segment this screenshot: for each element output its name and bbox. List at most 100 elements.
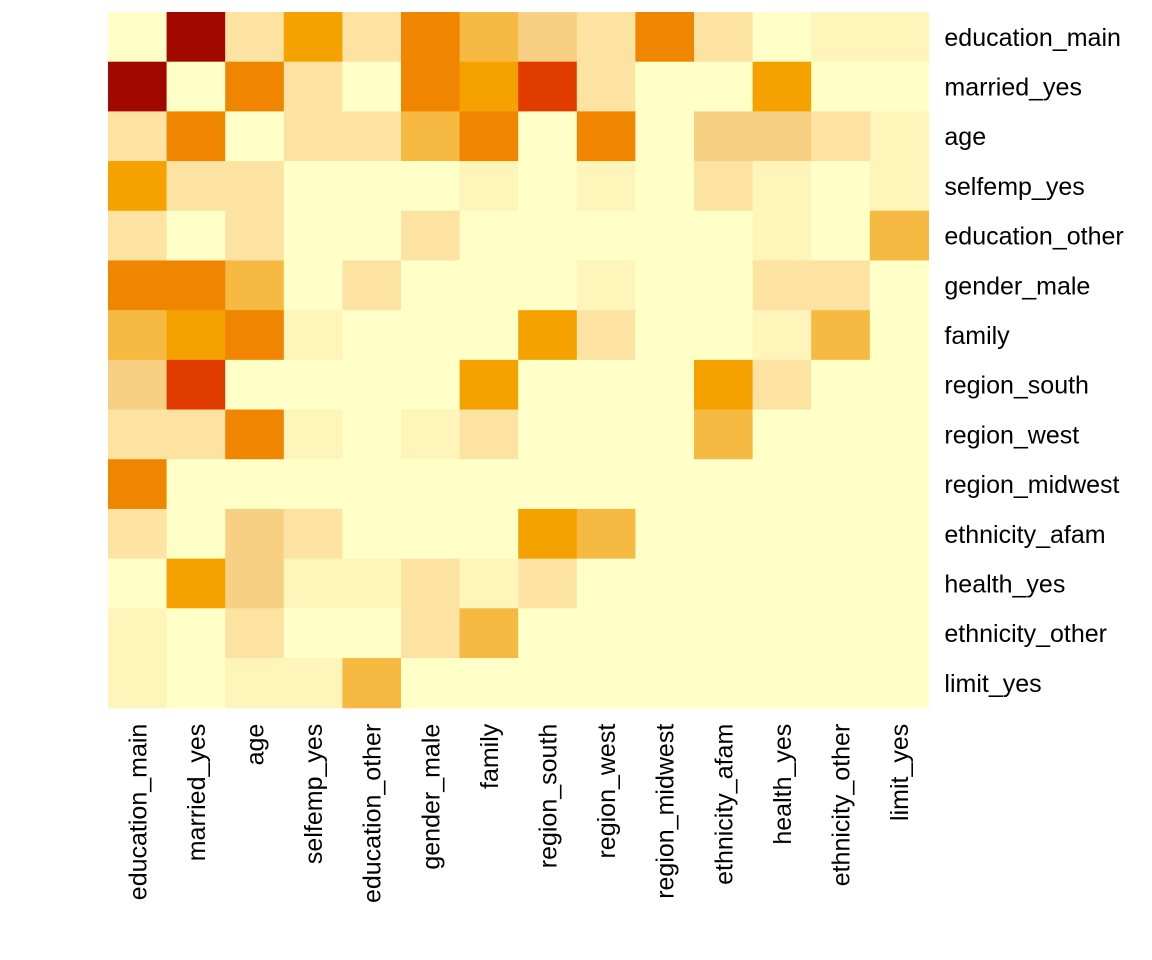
heatmap-cell — [752, 61, 812, 112]
heatmap-cell — [108, 12, 168, 63]
heatmap-cell — [635, 161, 695, 212]
heatmap-cell — [225, 508, 285, 560]
heatmap-cell — [869, 161, 929, 212]
row-label: limit_yes — [944, 670, 1041, 698]
heatmap-cell — [811, 658, 871, 709]
heatmap-cell — [635, 409, 695, 460]
heatmap-cell — [752, 161, 812, 212]
heatmap-cell — [225, 260, 285, 311]
heatmap-cell — [283, 210, 343, 262]
heatmap-cell — [342, 161, 402, 212]
heatmap-cell — [225, 310, 285, 361]
heatmap-cell — [342, 459, 402, 510]
heatmap-cell — [459, 459, 519, 510]
heatmap-cell — [635, 459, 695, 510]
heatmap-cell — [166, 558, 226, 609]
heatmap-cell — [342, 210, 402, 262]
heatmap-cell — [283, 459, 343, 510]
heatmap-cell — [635, 310, 695, 361]
heatmap-cell — [108, 310, 168, 361]
heatmap-cell — [694, 111, 754, 162]
heatmap-cell — [635, 359, 695, 411]
heatmap-cell — [518, 310, 578, 361]
heatmap-cell — [342, 111, 402, 162]
heatmap-cell — [401, 658, 461, 709]
heatmap-cell — [108, 459, 168, 510]
heatmap-cell — [869, 409, 929, 460]
heatmap-cell — [869, 310, 929, 361]
heatmap-cell — [459, 111, 519, 162]
heatmap-cell — [166, 61, 226, 112]
heatmap-cell — [225, 210, 285, 262]
heatmap-cell — [518, 210, 578, 262]
heatmap-cell — [576, 658, 636, 709]
heatmap-cell — [694, 409, 754, 460]
heatmap-cell — [694, 558, 754, 609]
heatmap-cell — [635, 508, 695, 560]
heatmap-cell — [459, 12, 519, 63]
heatmap-cell — [635, 608, 695, 659]
heatmap-cell — [518, 12, 578, 63]
heatmap-cell — [752, 409, 812, 460]
heatmap-cell — [694, 608, 754, 659]
row-label: region_south — [944, 372, 1089, 400]
heatmap-cell — [869, 61, 929, 112]
heatmap-cell — [459, 210, 519, 262]
heatmap-cell — [166, 260, 226, 311]
heatmap-cell — [283, 61, 343, 112]
column-label: education_main — [124, 724, 152, 901]
heatmap-cell — [635, 658, 695, 709]
heatmap-cell — [283, 310, 343, 361]
column-labels: education_main married_yes age selfemp_yes e… — [124, 723, 914, 903]
heatmap-cell — [225, 608, 285, 659]
heatmap-cell — [342, 359, 402, 411]
heatmap-cell — [752, 608, 812, 659]
heatmap-cell — [811, 61, 871, 112]
heatmap-cell — [694, 210, 754, 262]
column-label: region_south — [535, 724, 563, 869]
heatmap-cell — [459, 409, 519, 460]
column-label: married_yes — [183, 724, 211, 862]
row-label: education_main — [944, 24, 1121, 52]
heatmap-cell — [518, 558, 578, 609]
heatmap-cell — [108, 161, 168, 212]
heatmap-cell — [342, 310, 402, 361]
column-label: ethnicity_other — [828, 724, 856, 887]
heatmap-cell — [811, 558, 871, 609]
heatmap-cell — [166, 359, 226, 411]
heatmap-cell — [694, 260, 754, 311]
heatmap-cell — [283, 658, 343, 709]
heatmap-cell — [811, 608, 871, 659]
heatmap-cell — [694, 508, 754, 560]
heatmap-cell — [459, 558, 519, 609]
row-label: selfemp_yes — [944, 173, 1084, 201]
heatmap-cell — [518, 61, 578, 112]
heatmap-cell — [283, 608, 343, 659]
heatmap-cell — [166, 508, 226, 560]
heatmap-cell — [459, 260, 519, 311]
heatmap-cell — [518, 359, 578, 411]
heatmap-cell — [635, 260, 695, 311]
row-label: education_other — [944, 223, 1123, 251]
row-label: ethnicity_other — [944, 620, 1107, 648]
heatmap-cell — [108, 409, 168, 460]
heatmap-cell — [635, 12, 695, 63]
heatmap-cell — [635, 558, 695, 609]
heatmap-cell — [752, 658, 812, 709]
heatmap-cell — [576, 310, 636, 361]
heatmap-cell — [401, 310, 461, 361]
heatmap-cell — [342, 12, 402, 63]
heatmap-cell — [401, 111, 461, 162]
row-label: health_yes — [944, 570, 1065, 598]
heatmap-cell — [752, 210, 812, 262]
heatmap-cell — [576, 111, 636, 162]
heatmap-cell — [518, 658, 578, 709]
column-label: family — [476, 723, 504, 789]
column-label: selfemp_yes — [300, 724, 328, 864]
heatmap-cell — [283, 161, 343, 212]
heatmap-cell — [811, 210, 871, 262]
heatmap-cell — [869, 210, 929, 262]
heatmap-cell — [811, 12, 871, 63]
heatmap-cell — [869, 12, 929, 63]
